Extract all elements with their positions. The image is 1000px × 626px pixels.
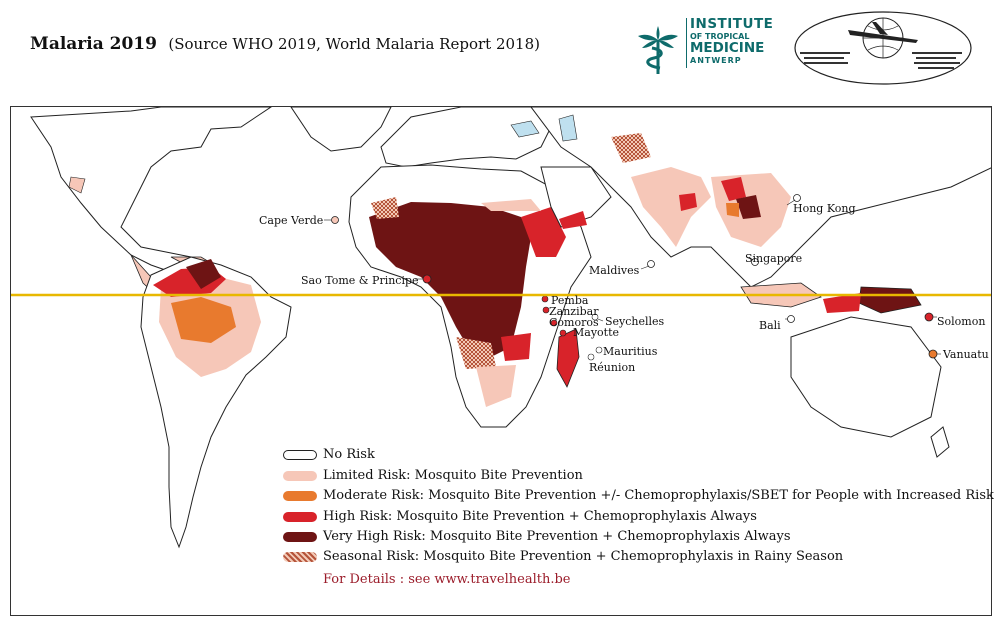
- legend-label-very-high: Very High Risk: Mosquito Bite Prevention…: [323, 529, 791, 544]
- africa-high-south: [501, 333, 531, 361]
- east-africa-high: [521, 207, 566, 257]
- new-zealand: [930, 426, 950, 458]
- label-cape-verde: Cape Verde: [259, 214, 324, 227]
- legend-label-moderate: Moderate Risk: Mosquito Bite Prevention …: [323, 488, 994, 503]
- label-sao-tome: Sao Tome & Principe: [301, 274, 419, 287]
- hong-kong-dot: [793, 194, 801, 202]
- maldives-dot: [647, 260, 655, 268]
- legend-label-high: High Risk: Mosquito Bite Prevention + Ch…: [323, 509, 757, 524]
- title-main: Malaria 2019: [30, 34, 157, 54]
- details-link[interactable]: For Details : see www.travelhealth.be: [323, 572, 571, 587]
- africa-seasonal-west: [371, 197, 399, 219]
- sa-very-high: [186, 259, 221, 289]
- mexico-limited: [68, 176, 86, 194]
- label-reunion: Réunion: [589, 361, 636, 374]
- legend-swatch-no-risk: [283, 450, 317, 460]
- label-maldives: Maldives: [589, 264, 640, 277]
- reunion-dot: [587, 353, 595, 361]
- singapore-dot: [751, 258, 759, 266]
- europe: [380, 107, 552, 168]
- legend-label-limited: Limited Risk: Mosquito Bite Prevention: [323, 468, 583, 483]
- india-limited: [631, 167, 711, 247]
- logo-line-4: ANTWERP: [690, 56, 742, 65]
- title-source: (Source WHO 2019, World Malaria Report 2…: [168, 35, 540, 53]
- mauritius-dot: [595, 346, 603, 354]
- vanuatu-dot: [928, 349, 938, 359]
- legend-swatch-seasonal: [283, 552, 317, 562]
- africa-seasonal-south: [456, 337, 496, 369]
- label-hong-kong: Hong Kong: [793, 202, 856, 215]
- label-pemba: Pemba: [551, 294, 589, 307]
- label-seychelles: Seychelles: [605, 315, 665, 328]
- globe-airplane-seal-icon: [794, 11, 972, 85]
- png-high: [823, 293, 861, 313]
- legend-swatch-high: [283, 512, 317, 522]
- page-title: Malaria 2019 (Source WHO 2019, World Mal…: [30, 34, 540, 54]
- itm-logo-text: INSTITUTE OF TROPICAL MEDICINE ANTWERP: [690, 16, 774, 65]
- png-very-high: [858, 286, 922, 314]
- black-sea: [510, 120, 540, 138]
- logo-line-1: INSTITUTE: [690, 16, 774, 32]
- label-mayotte: Mayotte: [573, 326, 620, 339]
- africa-very-high: [369, 202, 531, 357]
- sa-moderate: [171, 297, 236, 343]
- palm-snake-logo-icon: [638, 26, 678, 74]
- pakistan-seasonal: [611, 133, 651, 163]
- label-solomon: Solomon: [937, 315, 986, 328]
- logo-divider: [686, 18, 687, 68]
- india-high: [679, 193, 697, 211]
- label-bali: Bali: [759, 319, 781, 332]
- logo-line-3: MEDICINE: [690, 39, 765, 56]
- cape-verde-dot: [331, 216, 339, 224]
- map-canvas: [11, 107, 991, 549]
- caspian-sea: [558, 114, 578, 142]
- solomon-dot: [924, 312, 934, 322]
- zanzibar-dot: [542, 306, 550, 314]
- seychelles-dot: [591, 313, 599, 321]
- label-mauritius: Mauritius: [603, 345, 658, 358]
- north-america: [30, 107, 272, 280]
- pemba-dot: [541, 295, 549, 303]
- greenland: [290, 107, 392, 152]
- legend-swatch-moderate: [283, 491, 317, 501]
- comoros-dot: [550, 319, 558, 327]
- label-vanuatu: Vanuatu: [943, 348, 989, 361]
- logo-line-2: OF TROPICAL: [690, 31, 750, 41]
- header: Malaria 2019 (Source WHO 2019, World Mal…: [0, 0, 1000, 100]
- label-singapore: Singapore: [745, 252, 803, 265]
- bali-dot: [787, 315, 795, 323]
- africa-limited-top: [481, 199, 541, 211]
- southern-africa-limited: [476, 365, 516, 407]
- madagascar: [556, 328, 580, 388]
- se-asia-moderate: [726, 203, 739, 217]
- legend-label-seasonal: Seasonal Risk: Mosquito Bite Prevention …: [323, 549, 844, 564]
- mayotte-dot: [559, 329, 567, 337]
- myanmar-high: [721, 177, 746, 201]
- label-zanzibar: Zanzibar: [549, 305, 599, 318]
- sao-tome-dot: [422, 274, 432, 284]
- legend-swatch-very-high: [283, 532, 317, 542]
- yemen-high: [559, 211, 587, 229]
- label-comoros: Comoros: [549, 316, 599, 329]
- legend-label-no-risk: No Risk: [323, 447, 375, 462]
- legend-swatch-limited: [283, 471, 317, 481]
- se-asia-very-high: [736, 195, 761, 219]
- australia: [790, 316, 942, 438]
- label-leaders: [324, 199, 941, 355]
- world-map: Cape Verde Sao Tome & Principe Maldives …: [10, 106, 992, 616]
